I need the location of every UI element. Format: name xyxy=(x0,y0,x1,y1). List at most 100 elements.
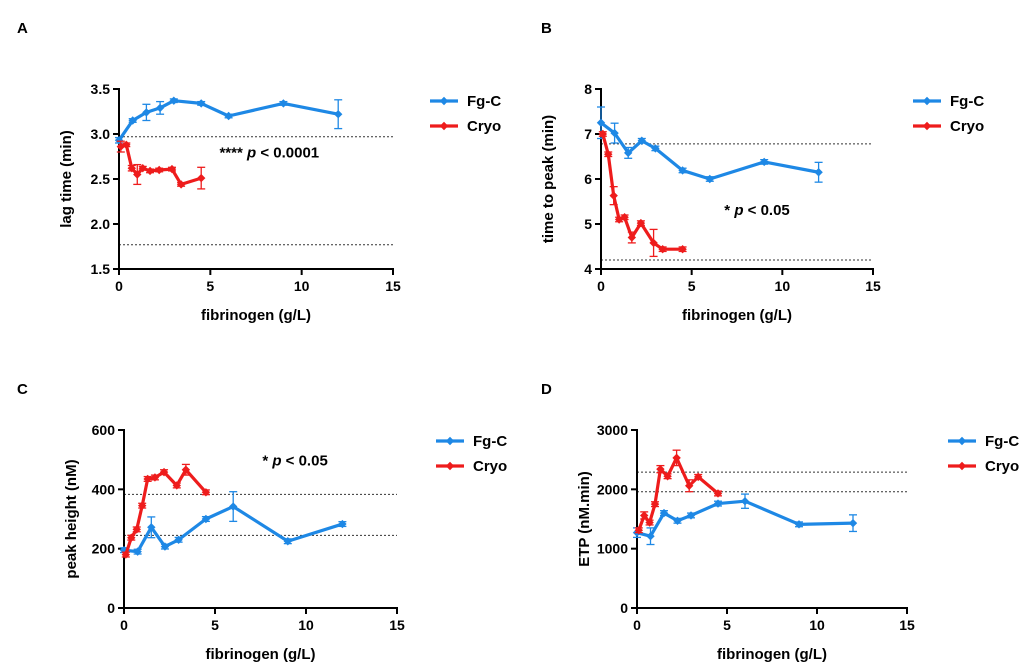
data-point xyxy=(121,550,131,559)
legend-entry: Cryo xyxy=(913,118,984,135)
x-tick-label: 5 xyxy=(211,617,219,633)
panel-c: C 0 5 10 15 0 200 400 600 fibrinogen (g/L) peak h… xyxy=(17,381,507,663)
data-point xyxy=(678,166,687,175)
x-tick-label: 15 xyxy=(899,617,915,633)
data-point xyxy=(197,173,206,183)
y-tick-label: 1000 xyxy=(597,541,628,557)
legend-label: Cryo xyxy=(467,118,501,135)
data-point xyxy=(673,516,682,525)
data-point xyxy=(678,245,687,254)
x-tick-label: 10 xyxy=(298,617,314,633)
data-point xyxy=(624,148,633,158)
data-point xyxy=(197,99,206,108)
annotation-stars: * xyxy=(724,202,734,219)
y-axis-label: peak height (nM) xyxy=(63,459,80,578)
data-point xyxy=(760,157,769,167)
legend-entry: Cryo xyxy=(948,458,1019,475)
data-point xyxy=(686,511,696,520)
x-tick-label: 15 xyxy=(389,617,405,633)
data-point xyxy=(133,547,142,556)
legend-label: Fg-C xyxy=(985,433,1019,450)
series-line xyxy=(601,133,683,251)
legend-entry: Cryo xyxy=(430,118,501,135)
annotation-value: < 0.05 xyxy=(743,202,789,219)
panel-letter-d: D xyxy=(541,381,552,398)
x-tick-label: 0 xyxy=(115,278,123,294)
data-point xyxy=(713,489,723,498)
legend-label: Fg-C xyxy=(467,93,501,110)
data-point xyxy=(650,499,660,509)
data-point xyxy=(279,99,288,108)
y-tick-label: 3000 xyxy=(597,422,628,438)
chart-d: 0 5 10 15 0 1000 2000 3000 fibrinogen (g/L) ETP (… xyxy=(576,422,1019,663)
data-point xyxy=(127,164,136,173)
series-cryo xyxy=(121,463,211,559)
data-point xyxy=(128,116,137,125)
chart-b: 0 5 10 15 4 5 6 7 8 fibrinogen (g/L) time to peak … xyxy=(540,81,984,324)
legend-marker xyxy=(445,436,455,446)
legend-marker xyxy=(445,461,455,471)
x-tick-label: 5 xyxy=(206,278,214,294)
data-point xyxy=(229,502,238,511)
panel-letter-a: A xyxy=(17,20,28,37)
x-tick-label: 10 xyxy=(775,278,791,294)
data-point xyxy=(154,165,164,175)
series-fg-c xyxy=(119,491,347,556)
y-tick-label: 3.0 xyxy=(91,126,111,142)
series-line xyxy=(637,456,720,531)
data-point xyxy=(147,523,156,532)
data-point xyxy=(620,213,629,222)
legend-marker xyxy=(922,121,932,131)
x-axis-label: fibrinogen (g/L) xyxy=(201,307,311,324)
panel-d: D 0 5 10 15 0 1000 2000 3000 fibrinogen (g/L) ETP… xyxy=(541,381,1019,663)
annotation-p: p xyxy=(246,144,256,161)
y-tick-label: 2000 xyxy=(597,481,628,497)
data-point xyxy=(143,474,152,484)
x-tick-label: 5 xyxy=(688,278,696,294)
series-fg-c xyxy=(596,106,823,184)
series-fg-c xyxy=(114,96,343,145)
y-tick-label: 200 xyxy=(92,541,116,557)
legend-label: Cryo xyxy=(473,458,507,475)
y-axis-label: lag time (min) xyxy=(58,130,75,228)
data-point xyxy=(283,537,292,546)
data-point xyxy=(176,180,186,189)
data-point xyxy=(649,238,658,248)
data-point xyxy=(610,128,619,138)
significance-annotation: **** p < 0.0001 xyxy=(219,144,319,161)
panel-letter-b: B xyxy=(541,20,552,37)
data-point xyxy=(338,519,347,529)
data-point xyxy=(596,118,606,127)
data-point xyxy=(172,481,181,490)
data-point xyxy=(646,532,655,541)
chart-a: 0 5 10 15 1.5 2.0 2.5 3.0 3.5 fibrinogen (g/L) lag… xyxy=(58,81,501,324)
series-line xyxy=(124,468,208,556)
y-tick-label: 5 xyxy=(584,216,592,232)
legend-label: Cryo xyxy=(950,118,984,135)
data-point xyxy=(132,525,141,534)
data-point xyxy=(627,233,637,242)
series-fg-c xyxy=(632,493,858,546)
series-cryo xyxy=(598,129,687,258)
data-point xyxy=(651,144,660,153)
y-tick-label: 400 xyxy=(92,481,116,497)
x-tick-label: 5 xyxy=(723,617,731,633)
y-tick-label: 8 xyxy=(584,81,592,97)
data-point xyxy=(848,518,858,528)
data-point xyxy=(160,542,170,551)
series-line xyxy=(120,143,202,186)
x-tick-label: 0 xyxy=(597,278,605,294)
data-point xyxy=(145,166,155,176)
annotation-stars: **** xyxy=(219,144,247,161)
annotation-value: < 0.0001 xyxy=(256,144,319,161)
data-point xyxy=(634,526,643,535)
data-point xyxy=(794,520,804,529)
series-cryo xyxy=(116,140,206,190)
legend-entry: Cryo xyxy=(436,458,507,475)
data-point xyxy=(640,511,649,520)
data-point xyxy=(740,497,750,506)
data-point xyxy=(201,514,211,524)
data-point xyxy=(150,473,160,482)
data-point xyxy=(169,96,178,105)
